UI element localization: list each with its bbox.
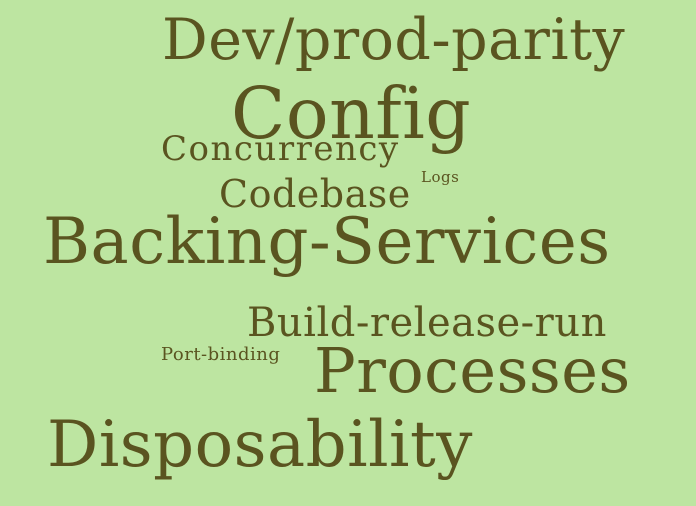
word-build-release-run: Build-release-run bbox=[247, 300, 607, 346]
word-concurrency: Concurrency bbox=[161, 129, 400, 169]
word-config: Config bbox=[231, 72, 472, 155]
word-disposability: Disposability bbox=[47, 408, 473, 482]
word-dev-prod-parity: Dev/prod-parity bbox=[162, 7, 626, 73]
word-logs: Logs bbox=[421, 168, 460, 186]
word-port-binding: Port-binding bbox=[161, 344, 281, 365]
word-processes: Processes bbox=[314, 334, 631, 407]
word-backing-services: Backing-Services bbox=[43, 205, 611, 279]
word-codebase: Codebase bbox=[219, 172, 411, 216]
